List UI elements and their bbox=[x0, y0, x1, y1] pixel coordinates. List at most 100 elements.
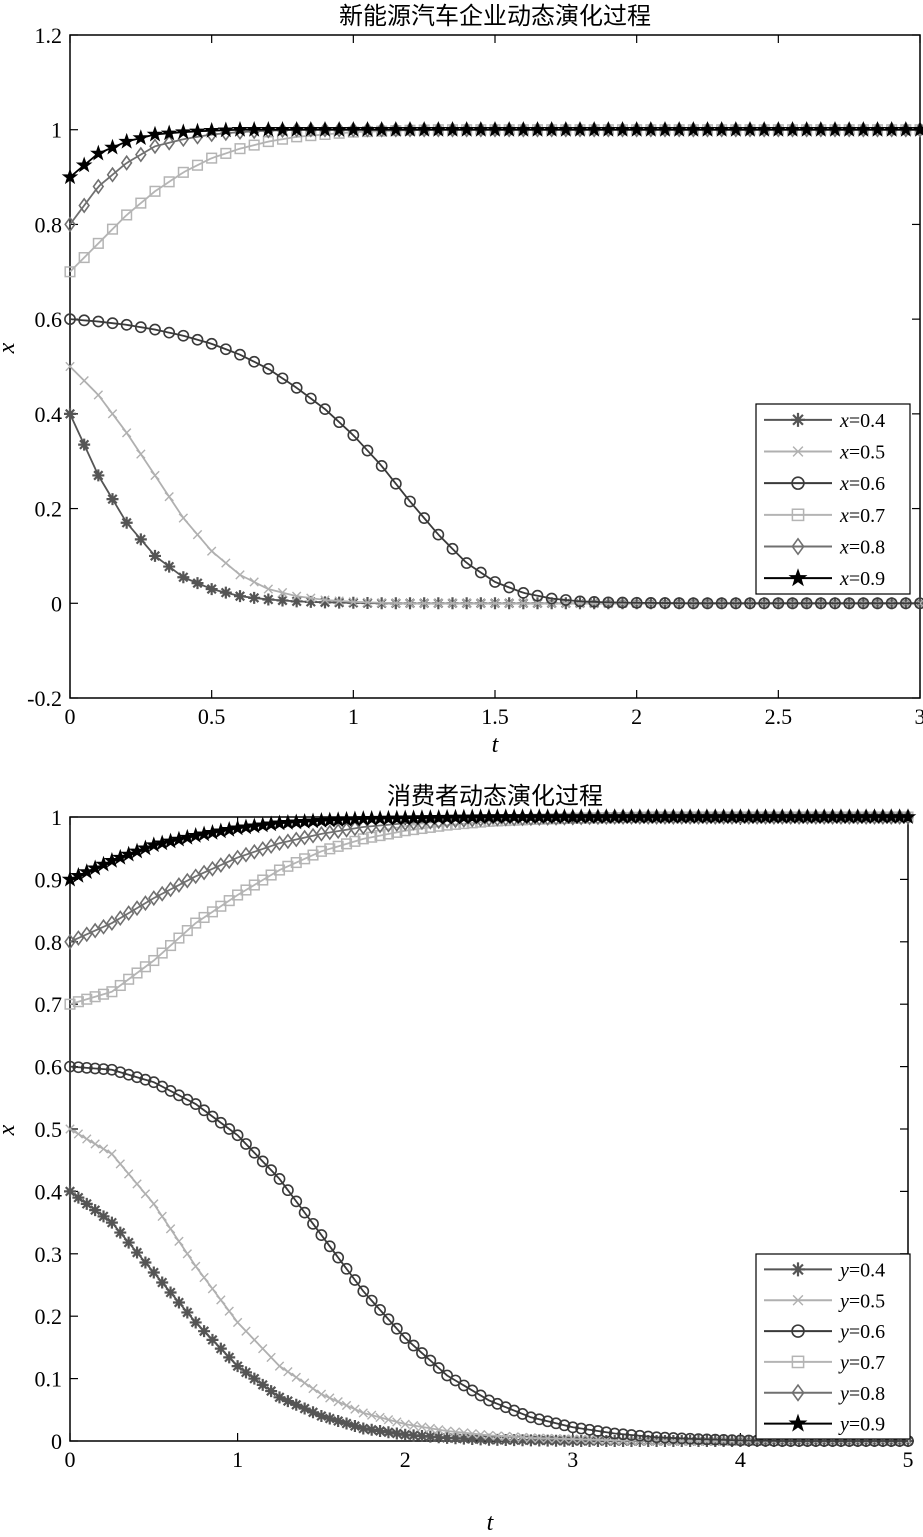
data-point bbox=[770, 120, 787, 137]
data-point bbox=[291, 591, 302, 601]
data-point bbox=[104, 138, 121, 155]
data-point bbox=[191, 1261, 201, 1271]
data-point bbox=[667, 1432, 680, 1444]
data-point bbox=[164, 881, 177, 898]
legend-item: y=0.7 bbox=[764, 1352, 885, 1374]
data-point bbox=[131, 1071, 143, 1084]
legend-value: =0.6 bbox=[849, 473, 885, 495]
data-point bbox=[206, 1110, 219, 1123]
x-tick-label: 2 bbox=[631, 704, 642, 729]
data-point bbox=[350, 1404, 360, 1414]
data-point bbox=[149, 185, 161, 197]
data-point bbox=[181, 872, 194, 889]
data-point bbox=[333, 596, 346, 609]
data-point bbox=[165, 1224, 176, 1234]
y-axis-label: x bbox=[0, 342, 20, 354]
data-point bbox=[288, 120, 305, 137]
data-point bbox=[357, 819, 370, 835]
data-point bbox=[365, 1294, 378, 1307]
data-point bbox=[177, 166, 189, 178]
data-point bbox=[348, 597, 359, 607]
data-point bbox=[163, 134, 175, 151]
data-point bbox=[814, 597, 827, 610]
data-point bbox=[566, 1421, 579, 1434]
data-point bbox=[316, 1389, 327, 1399]
x-tick-label: 5 bbox=[903, 1447, 914, 1472]
legend-marker bbox=[791, 1383, 805, 1402]
data-point bbox=[699, 120, 716, 137]
data-point bbox=[571, 120, 589, 137]
legend-label: x=0.5 bbox=[839, 442, 885, 464]
data-point bbox=[526, 1433, 536, 1443]
data-point bbox=[614, 120, 631, 137]
data-point bbox=[106, 493, 119, 506]
data-point bbox=[373, 120, 390, 137]
data-point bbox=[800, 597, 813, 610]
legend-value: =0.9 bbox=[849, 1414, 885, 1436]
data-point bbox=[256, 1378, 269, 1391]
data-point bbox=[178, 513, 189, 523]
data-point bbox=[447, 598, 458, 608]
data-point bbox=[583, 1423, 596, 1436]
data-point bbox=[425, 1423, 436, 1433]
data-point bbox=[376, 598, 387, 608]
data-point bbox=[584, 1434, 595, 1445]
data-point bbox=[248, 139, 260, 151]
data-point bbox=[149, 323, 161, 336]
data-point bbox=[340, 1417, 353, 1430]
data-point bbox=[871, 597, 884, 610]
series-star bbox=[61, 120, 923, 185]
legend-item: y=0.5 bbox=[764, 1290, 885, 1312]
x-tick-label: 3 bbox=[567, 1447, 578, 1472]
data-point bbox=[189, 122, 206, 139]
data-point bbox=[633, 1429, 646, 1442]
data-point bbox=[650, 1431, 663, 1444]
data-point bbox=[260, 120, 277, 137]
data-point bbox=[628, 120, 645, 137]
data-point bbox=[149, 1199, 159, 1209]
data-point bbox=[220, 147, 232, 159]
data-point bbox=[415, 1430, 428, 1443]
data-point bbox=[240, 1138, 252, 1150]
data-point bbox=[486, 120, 504, 137]
data-point bbox=[475, 1429, 486, 1440]
legend-var: y bbox=[838, 1383, 849, 1405]
legend-marker bbox=[791, 537, 805, 556]
data-point bbox=[198, 911, 210, 924]
data-point bbox=[359, 120, 376, 137]
data-point bbox=[132, 129, 150, 146]
y-tick-label: 0.6 bbox=[35, 307, 63, 332]
data-point bbox=[231, 120, 249, 137]
data-point bbox=[72, 1061, 85, 1074]
data-point bbox=[684, 1432, 697, 1445]
data-point bbox=[408, 1420, 419, 1431]
data-point bbox=[215, 900, 227, 912]
legend-label: x=0.7 bbox=[839, 505, 885, 527]
data-point bbox=[685, 120, 702, 137]
data-point bbox=[307, 1406, 320, 1419]
y-axis-label: x bbox=[0, 1124, 20, 1136]
data-point bbox=[320, 595, 330, 605]
series-circle bbox=[64, 313, 923, 610]
data-point bbox=[165, 939, 177, 952]
data-point bbox=[134, 321, 147, 334]
data-point bbox=[466, 1433, 479, 1445]
legend-value: =0.7 bbox=[849, 1352, 885, 1374]
data-point bbox=[472, 120, 490, 137]
data-point bbox=[156, 885, 168, 902]
data-point bbox=[64, 407, 76, 420]
data-point bbox=[298, 1206, 311, 1219]
data-point bbox=[273, 1391, 286, 1404]
data-point bbox=[533, 1434, 546, 1447]
data-point bbox=[89, 1204, 102, 1217]
legend-var: y bbox=[838, 1352, 849, 1374]
data-point bbox=[89, 991, 101, 1003]
data-point bbox=[466, 1384, 479, 1397]
series-star bbox=[61, 808, 917, 887]
data-point bbox=[315, 1410, 328, 1423]
data-point bbox=[189, 1316, 202, 1329]
data-point bbox=[139, 895, 152, 912]
data-point bbox=[408, 824, 420, 836]
data-point bbox=[157, 1211, 167, 1222]
data-point bbox=[290, 1195, 303, 1208]
